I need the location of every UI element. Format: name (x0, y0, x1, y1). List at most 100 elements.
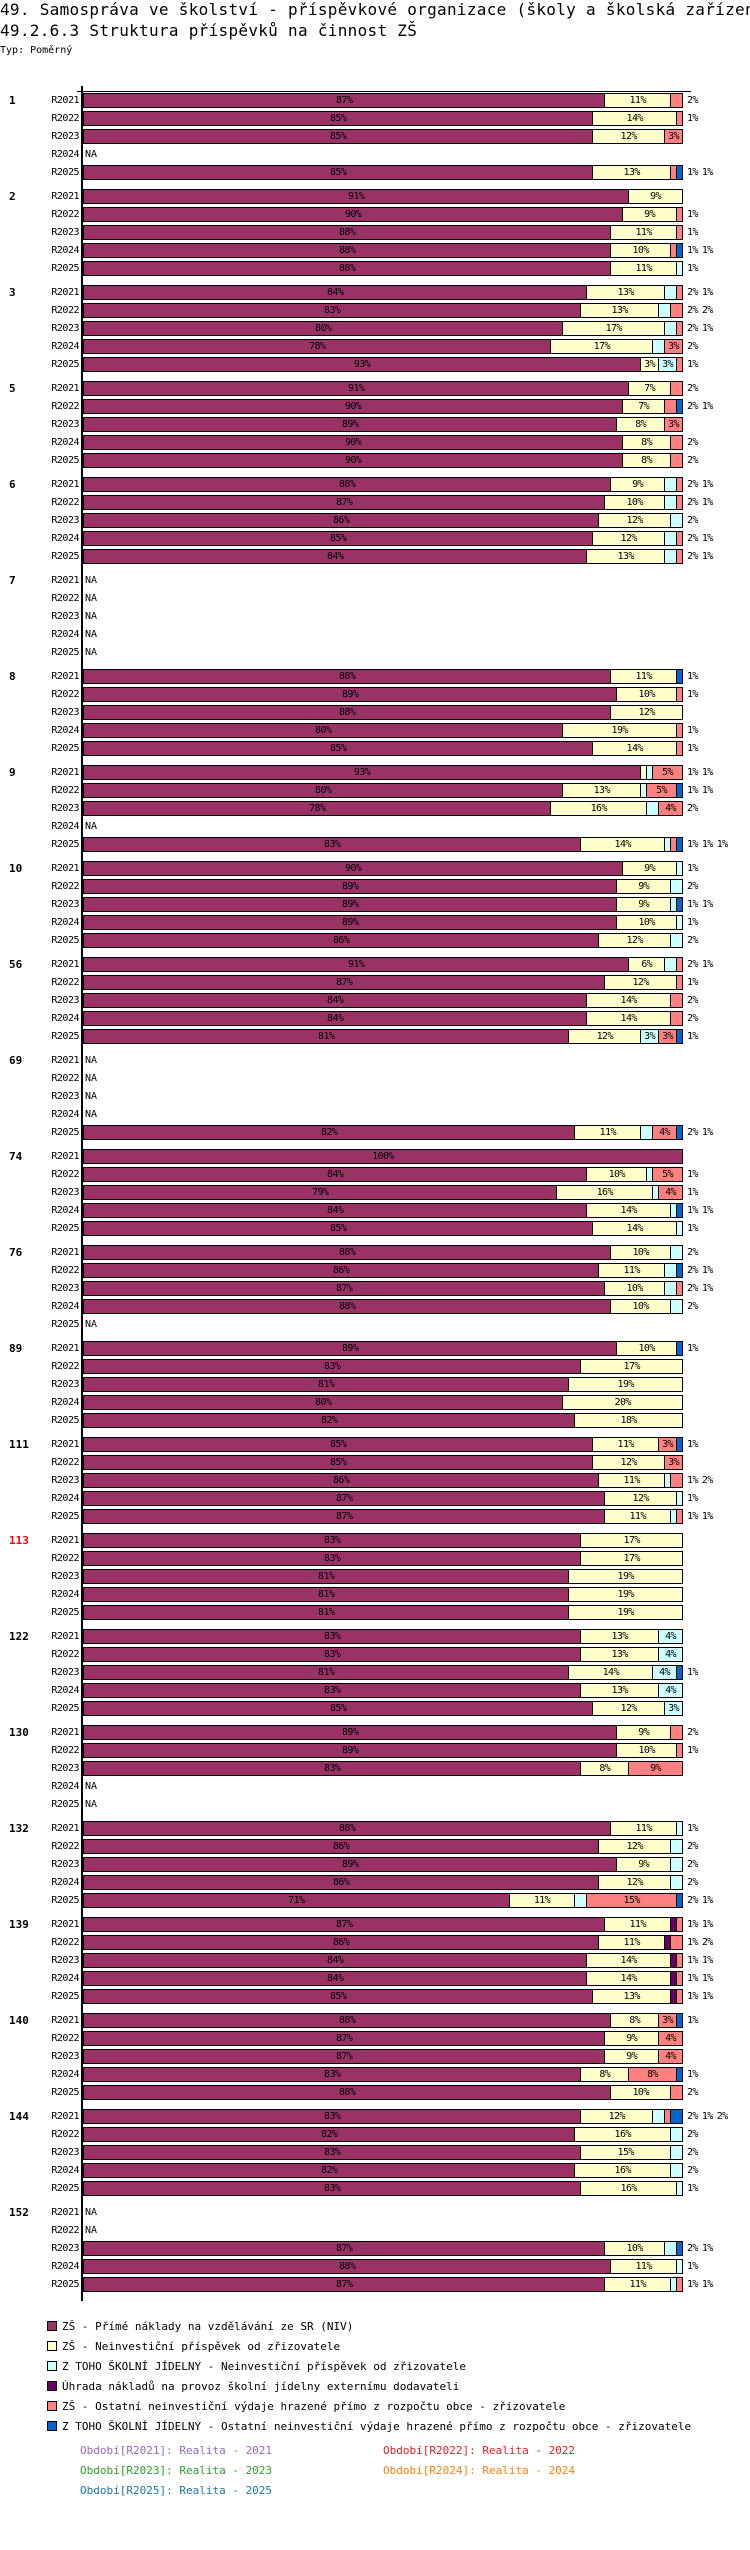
small-segment-labels: 2% (686, 879, 699, 894)
bar-segment (658, 304, 671, 317)
small-segment-labels: 2% 1% (686, 285, 714, 300)
stacked-bar: 88% 11% (83, 1821, 683, 1836)
bar-segment: 13% (562, 784, 641, 797)
bar-segment (676, 112, 682, 125)
small-segment-labels: 2% (686, 513, 699, 528)
period-label: R2025 (51, 551, 79, 562)
segment-value-label: 10% (626, 2243, 644, 2254)
bar-segment: 83% (84, 2110, 581, 2123)
period-label: R2023 (51, 707, 79, 718)
bar-segment: 4% (658, 1684, 682, 1697)
bar-segment (676, 496, 682, 509)
group-label: 6 (9, 478, 16, 491)
segment-value-label: 87% (335, 1511, 353, 1522)
small-segment-labels: 1% (686, 1341, 699, 1356)
bar-segment: 11% (604, 1918, 671, 1931)
group-label: 74 (9, 1150, 23, 1163)
segment-value-label: 1% (701, 2279, 713, 2290)
bar-segment: 3% (658, 358, 676, 371)
segment-value-label: 11% (635, 2261, 652, 2272)
segment-value-label: 1% (701, 839, 713, 850)
top-axis-line (77, 91, 691, 92)
period-label: R2025 (51, 647, 79, 658)
bar-segment: 90% (84, 454, 623, 467)
stacked-bar: 88% 8% 3% (83, 2013, 683, 2028)
period-label: R2023 (51, 1571, 79, 1582)
bar-segment: 11% (598, 1264, 665, 1277)
segment-value-label: 5% (662, 1169, 673, 1180)
small-segment-labels: 1% 1% (686, 1509, 714, 1524)
period-label: R2021 (51, 1535, 79, 1546)
stacked-bar: 81% 19% (83, 1587, 683, 1602)
bar-segment: 10% (610, 1246, 671, 1259)
period-label: R2023 (51, 803, 79, 814)
bar-segment: 88% (84, 2086, 611, 2099)
small-segment-labels: 2% (686, 1299, 699, 1314)
segment-value-label: 13% (623, 167, 641, 178)
segment-value-label: 13% (617, 287, 635, 298)
segment-value-label: 14% (602, 1667, 620, 1678)
bar-segment: 10% (616, 916, 677, 929)
bar-segment: 19% (568, 1606, 682, 1619)
bar-segment: 86% (84, 1936, 599, 1949)
small-segment-labels: 2% (686, 453, 699, 468)
segment-value-label: 89% (341, 917, 359, 928)
bar-segment (676, 1492, 682, 1505)
bar-segment: 17% (580, 1552, 682, 1565)
segment-value-label: 82% (321, 1127, 338, 1138)
legend-swatch-icon (47, 2401, 57, 2411)
bar-segment: 4% (658, 1630, 682, 1643)
bar-segment (676, 1744, 682, 1757)
segment-value-label: 85% (330, 1703, 347, 1714)
bar-segment (676, 862, 682, 875)
small-segment-labels: 1% 2% (686, 1935, 714, 1950)
period-legend-item: Období[R2024]: Realita - 2024 (383, 2464, 576, 2477)
bar-segment: 81% (84, 1030, 569, 1043)
na-label: NA (85, 1055, 98, 1066)
small-segment-labels: 2% 1% (686, 477, 714, 492)
bar-segment (640, 784, 647, 797)
segment-value-label: 90% (344, 455, 362, 466)
period-label: R2024 (51, 245, 79, 256)
segment-value-label: 12% (620, 1457, 638, 1468)
segment-value-label: 3% (668, 341, 679, 352)
bar-segment: 7% (628, 382, 671, 395)
period-label: R2024 (51, 533, 79, 544)
na-label: NA (85, 1109, 98, 1120)
period-label: R2023 (51, 1475, 79, 1486)
small-segment-labels: 2% (686, 2127, 699, 2142)
period-label: R2021 (51, 1631, 79, 1642)
small-segment-labels: 2% 1% (686, 1125, 714, 1140)
segment-value-label: 12% (620, 533, 638, 544)
period-label: R2025 (51, 839, 79, 850)
bar-segment (676, 1438, 682, 1451)
segment-value-label: 2% (687, 383, 698, 394)
bar-segment: 88% (84, 226, 611, 239)
period-label: R2022 (51, 401, 79, 412)
bar-segment: 6% (628, 958, 665, 971)
stacked-bar: 87% 9% 4% (83, 2031, 683, 2046)
segment-value-label: 5% (656, 785, 667, 796)
stacked-bar: 91% 7% (83, 381, 683, 396)
bar-segment (652, 2110, 665, 2123)
period-label: R2024 (51, 1589, 79, 1600)
bar-segment: 5% (646, 784, 676, 797)
stacked-bar: 86% 11% (83, 1263, 683, 1278)
bar-segment: 81% (84, 1666, 569, 1679)
segment-value-label: 2% (687, 323, 698, 334)
bar-segment: 84% (84, 1954, 587, 1967)
bar-segment: 85% (84, 1702, 593, 1715)
segment-value-label: 2% (687, 935, 698, 946)
segment-value-label: 3% (662, 359, 673, 370)
bar-segment: 17% (580, 1534, 682, 1547)
small-segment-labels: 1% (686, 1221, 699, 1236)
segment-value-label: 1% (716, 839, 728, 850)
bar-segment (676, 1222, 682, 1235)
bar-segment: 14% (592, 112, 677, 125)
period-label: R2023 (51, 1955, 79, 1966)
bar-segment: 85% (84, 1438, 593, 1451)
bar-segment (676, 2014, 682, 2027)
segment-value-label: 15% (617, 2147, 635, 2158)
bar-segment (675, 1126, 682, 1139)
period-label: R2022 (51, 1169, 79, 1180)
